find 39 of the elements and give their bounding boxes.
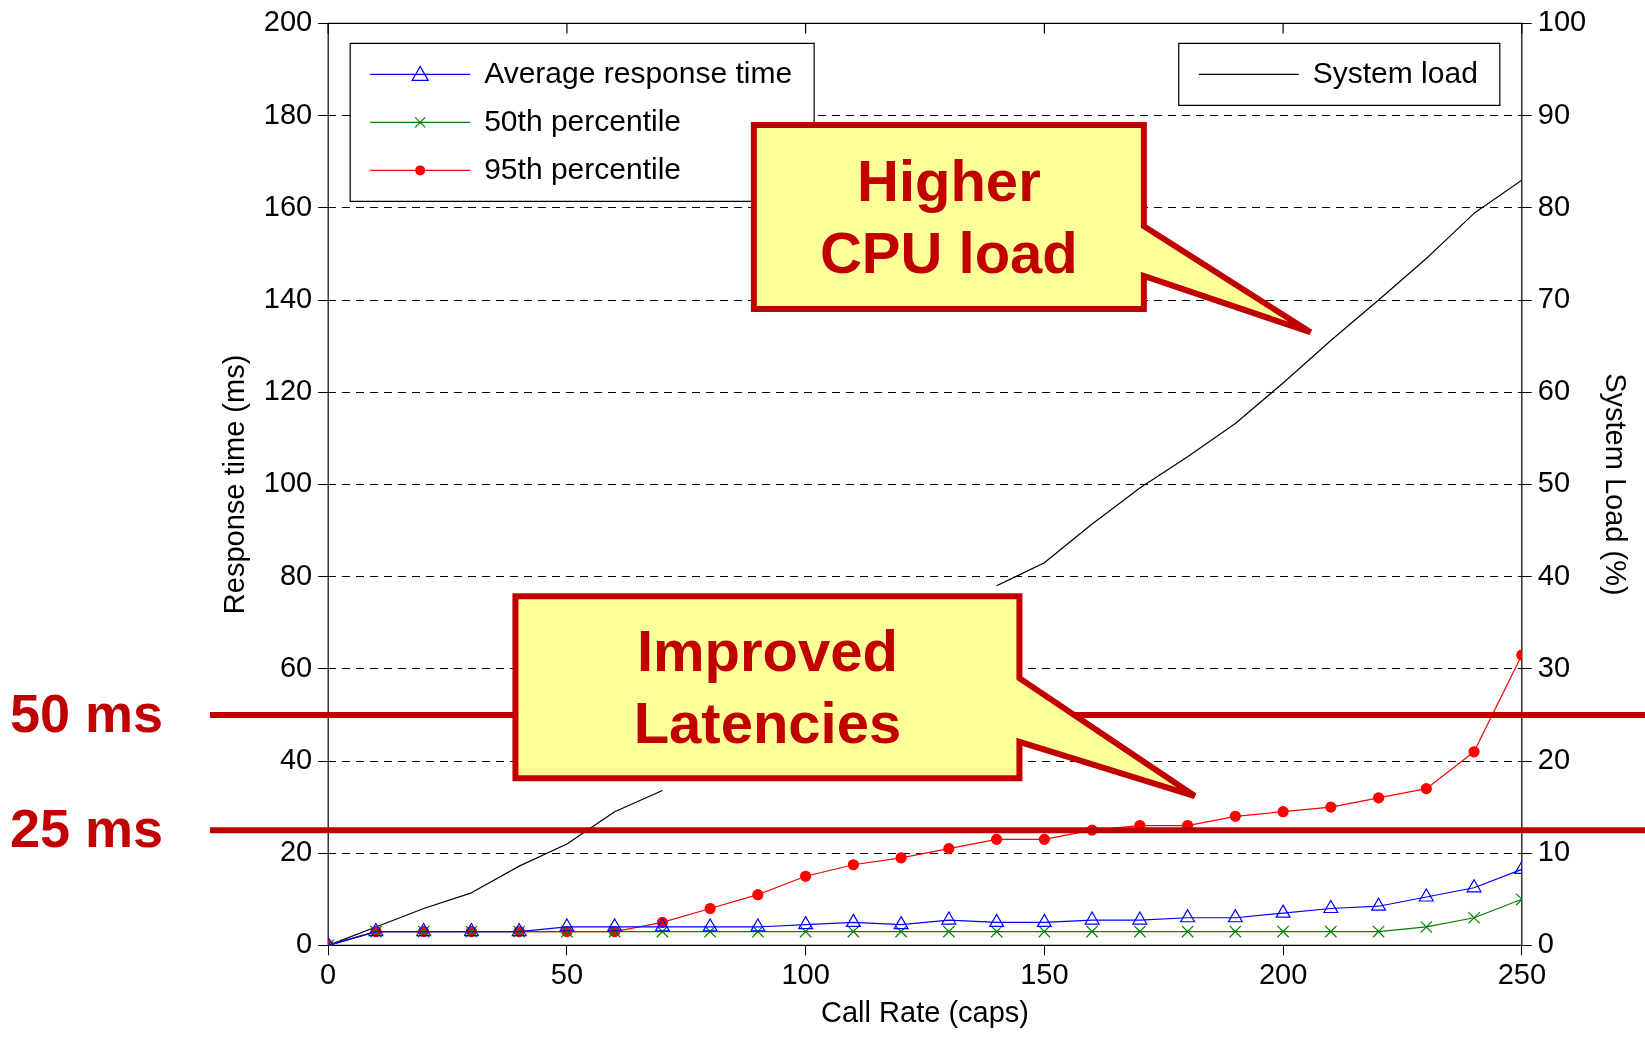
y2-tick-label: 100	[1537, 5, 1587, 38]
y2-axis-title: System Load (%)	[1599, 373, 1632, 596]
y-tick-label: 140	[263, 282, 313, 314]
y-tick-label: 160	[263, 189, 313, 222]
annotation: Improved Latencies	[633, 618, 902, 756]
y2-tick-label: 30	[1537, 650, 1571, 683]
x-tick-label: 150	[1020, 957, 1069, 990]
y2-tick-label: 0	[1537, 927, 1554, 960]
y-tick-label: 20	[279, 835, 313, 868]
y-tick-label: 120	[263, 374, 313, 407]
x-tick-label: 200	[1258, 957, 1308, 990]
legend-label: System load	[1312, 55, 1478, 89]
y2-tick-label: 80	[1537, 189, 1571, 222]
y-tick-label: 0	[296, 927, 313, 960]
y-tick-label: 100	[263, 466, 313, 499]
legend-label: Average response time	[484, 55, 793, 89]
x-tick-label: 0	[320, 957, 337, 990]
y2-tick-label: 50	[1537, 466, 1571, 499]
y2-tick-label: 40	[1537, 558, 1571, 591]
y2-tick-label: 20	[1537, 743, 1571, 775]
y2-tick-label: 90	[1537, 97, 1571, 130]
legend-label: 95th percentile	[484, 151, 681, 185]
legend-label: 50th percentile	[484, 103, 681, 137]
y-tick-label: 80	[279, 558, 313, 591]
y-tick-label: 60	[279, 650, 313, 683]
x-tick-label: 250	[1497, 957, 1547, 990]
annotation: Higher CPU load	[819, 148, 1078, 286]
x-axis-title: Call Rate (caps)	[821, 995, 1029, 1028]
x-tick-label: 100	[781, 957, 830, 990]
y2-tick-label: 60	[1537, 374, 1571, 407]
x-tick-label: 50	[550, 957, 584, 990]
y-tick-label: 180	[263, 97, 313, 130]
y-tick-label: 40	[279, 743, 313, 775]
y2-tick-label: 70	[1537, 282, 1571, 314]
ref-line-label: 50 ms	[10, 682, 164, 743]
y2-tick-label: 10	[1537, 835, 1571, 868]
y-axis-title: Response time (ms)	[218, 354, 251, 615]
ref-line-label: 25 ms	[10, 798, 164, 859]
y-tick-label: 200	[263, 5, 313, 38]
